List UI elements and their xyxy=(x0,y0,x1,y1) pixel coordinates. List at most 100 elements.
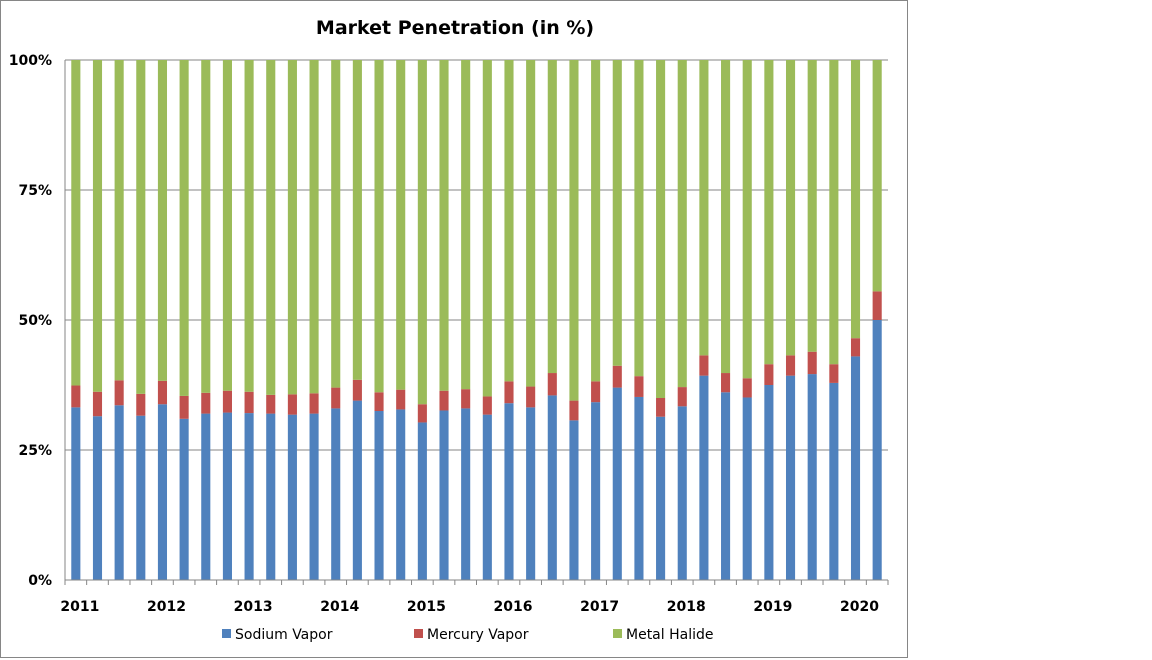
bar-segment-sodium-vapor xyxy=(547,395,557,580)
bar-segment-metal-halide xyxy=(201,60,211,393)
legend-label: Mercury Vapor xyxy=(427,627,529,643)
bar-segment-mercury-vapor xyxy=(309,393,319,414)
bar-segment-mercury-vapor xyxy=(569,400,579,421)
bar-segment-metal-halide xyxy=(569,60,579,401)
y-tick-label: 50% xyxy=(18,313,52,329)
bar-segment-metal-halide xyxy=(612,60,622,366)
bar-segment-sodium-vapor xyxy=(309,413,319,580)
bar-segment-sodium-vapor xyxy=(114,405,124,580)
bar-segment-sodium-vapor xyxy=(179,418,189,580)
bar-segment-metal-halide xyxy=(742,60,752,379)
bar-segment-metal-halide xyxy=(396,60,406,390)
bar-segment-metal-halide xyxy=(482,60,492,397)
bar-segment-sodium-vapor xyxy=(785,375,796,580)
bar-segment-sodium-vapor xyxy=(222,412,232,580)
bar-segment-mercury-vapor xyxy=(179,395,189,419)
bar-segment-sodium-vapor xyxy=(526,407,536,580)
bar-segment-mercury-vapor xyxy=(742,378,752,398)
bar-segment-mercury-vapor xyxy=(201,392,211,414)
chart-title: Market Penetration (in %) xyxy=(316,17,594,39)
x-tick-label: 2014 xyxy=(320,599,359,615)
bar-segment-metal-halide xyxy=(114,60,124,381)
bar-segment-metal-halide xyxy=(331,60,341,388)
bar-segment-mercury-vapor xyxy=(417,404,427,423)
bar-segment-sodium-vapor xyxy=(331,408,341,580)
bar-segment-metal-halide xyxy=(439,60,449,391)
bar-segment-sodium-vapor xyxy=(266,413,276,580)
bar-segment-sodium-vapor xyxy=(764,385,774,580)
bar-segment-sodium-vapor xyxy=(71,407,81,580)
bar-segment-sodium-vapor xyxy=(482,414,492,580)
bar-segment-mercury-vapor xyxy=(656,398,666,417)
bar-segment-mercury-vapor xyxy=(222,390,232,413)
x-tick-label: 2019 xyxy=(753,599,792,615)
bar-segment-metal-halide xyxy=(504,60,514,382)
bar-segment-mercury-vapor xyxy=(482,396,492,415)
legend-swatch xyxy=(613,629,622,638)
bar-segment-sodium-vapor xyxy=(396,409,406,580)
bar-segment-metal-halide xyxy=(656,60,666,398)
bar-segment-mercury-vapor xyxy=(287,394,297,415)
bar-segment-mercury-vapor xyxy=(591,381,601,403)
bar-segment-mercury-vapor xyxy=(764,364,774,385)
bar-segment-mercury-vapor xyxy=(71,385,81,408)
x-tick-label: 2016 xyxy=(494,599,533,615)
bar-segment-mercury-vapor xyxy=(829,364,839,383)
bar-segment-sodium-vapor xyxy=(287,414,297,580)
bar-segment-mercury-vapor xyxy=(92,391,103,417)
bar-segment-metal-halide xyxy=(374,60,384,393)
x-tick-label: 2017 xyxy=(580,599,619,615)
bar-segment-metal-halide xyxy=(807,60,817,352)
legend-label: Metal Halide xyxy=(626,627,714,643)
bar-segment-metal-halide xyxy=(547,60,557,374)
chart-frame: Market Penetration (in %) 0% 25% 50% 75% 100… xyxy=(0,0,908,658)
bar-segment-sodium-vapor xyxy=(374,411,384,580)
x-tick-label: 2020 xyxy=(840,599,879,615)
bar-segment-metal-halide xyxy=(721,60,731,374)
bar-segment-metal-halide xyxy=(634,60,644,377)
bar-segment-mercury-vapor xyxy=(374,392,384,411)
bar-segment-metal-halide xyxy=(764,60,774,365)
legend-label: Sodium Vapor xyxy=(235,627,333,643)
legend-swatch xyxy=(222,629,231,638)
bar-segment-metal-halide xyxy=(872,60,882,292)
bar-segment-metal-halide xyxy=(287,60,297,395)
bar-segment-metal-halide xyxy=(179,60,189,396)
x-tick-label: 2015 xyxy=(407,599,446,615)
bar-segment-sodium-vapor xyxy=(92,416,103,580)
bar-segment-sodium-vapor xyxy=(157,404,168,580)
bar-segment-metal-halide xyxy=(829,60,839,365)
bar-segment-metal-halide xyxy=(850,60,861,339)
y-tick-label: 0% xyxy=(28,573,52,589)
bar-segment-sodium-vapor xyxy=(439,410,449,580)
x-tick-label: 2013 xyxy=(234,599,273,615)
bar-segment-mercury-vapor xyxy=(461,389,471,409)
bars xyxy=(71,60,882,580)
bar-segment-metal-halide xyxy=(785,60,796,356)
bar-segment-metal-halide xyxy=(699,60,709,356)
bar-segment-metal-halide xyxy=(461,60,471,390)
bar-segment-metal-halide xyxy=(526,60,536,387)
bar-segment-sodium-vapor xyxy=(136,415,146,580)
bar-segment-mercury-vapor xyxy=(612,365,622,388)
y-tick-label: 25% xyxy=(18,443,52,459)
bar-segment-sodium-vapor xyxy=(417,422,427,580)
bar-segment-sodium-vapor xyxy=(872,320,882,580)
bar-segment-mercury-vapor xyxy=(331,387,341,409)
bar-segment-sodium-vapor xyxy=(504,403,514,580)
bar-segment-mercury-vapor xyxy=(396,389,406,410)
bar-segment-sodium-vapor xyxy=(591,402,601,580)
bar-segment-mercury-vapor xyxy=(439,390,449,411)
bar-segment-sodium-vapor xyxy=(569,420,579,580)
bar-segment-sodium-vapor xyxy=(677,406,687,580)
bar-segment-metal-halide xyxy=(71,60,81,386)
bar-segment-mercury-vapor xyxy=(807,351,817,375)
bar-segment-metal-halide xyxy=(222,60,232,391)
bar-segment-mercury-vapor xyxy=(699,355,709,376)
bar-segment-mercury-vapor xyxy=(114,380,124,406)
bar-segment-sodium-vapor xyxy=(656,416,666,580)
bar-segment-mercury-vapor xyxy=(157,380,168,405)
bar-segment-metal-halide xyxy=(92,60,103,392)
bar-segment-mercury-vapor xyxy=(244,391,254,414)
bar-segment-mercury-vapor xyxy=(634,376,644,397)
